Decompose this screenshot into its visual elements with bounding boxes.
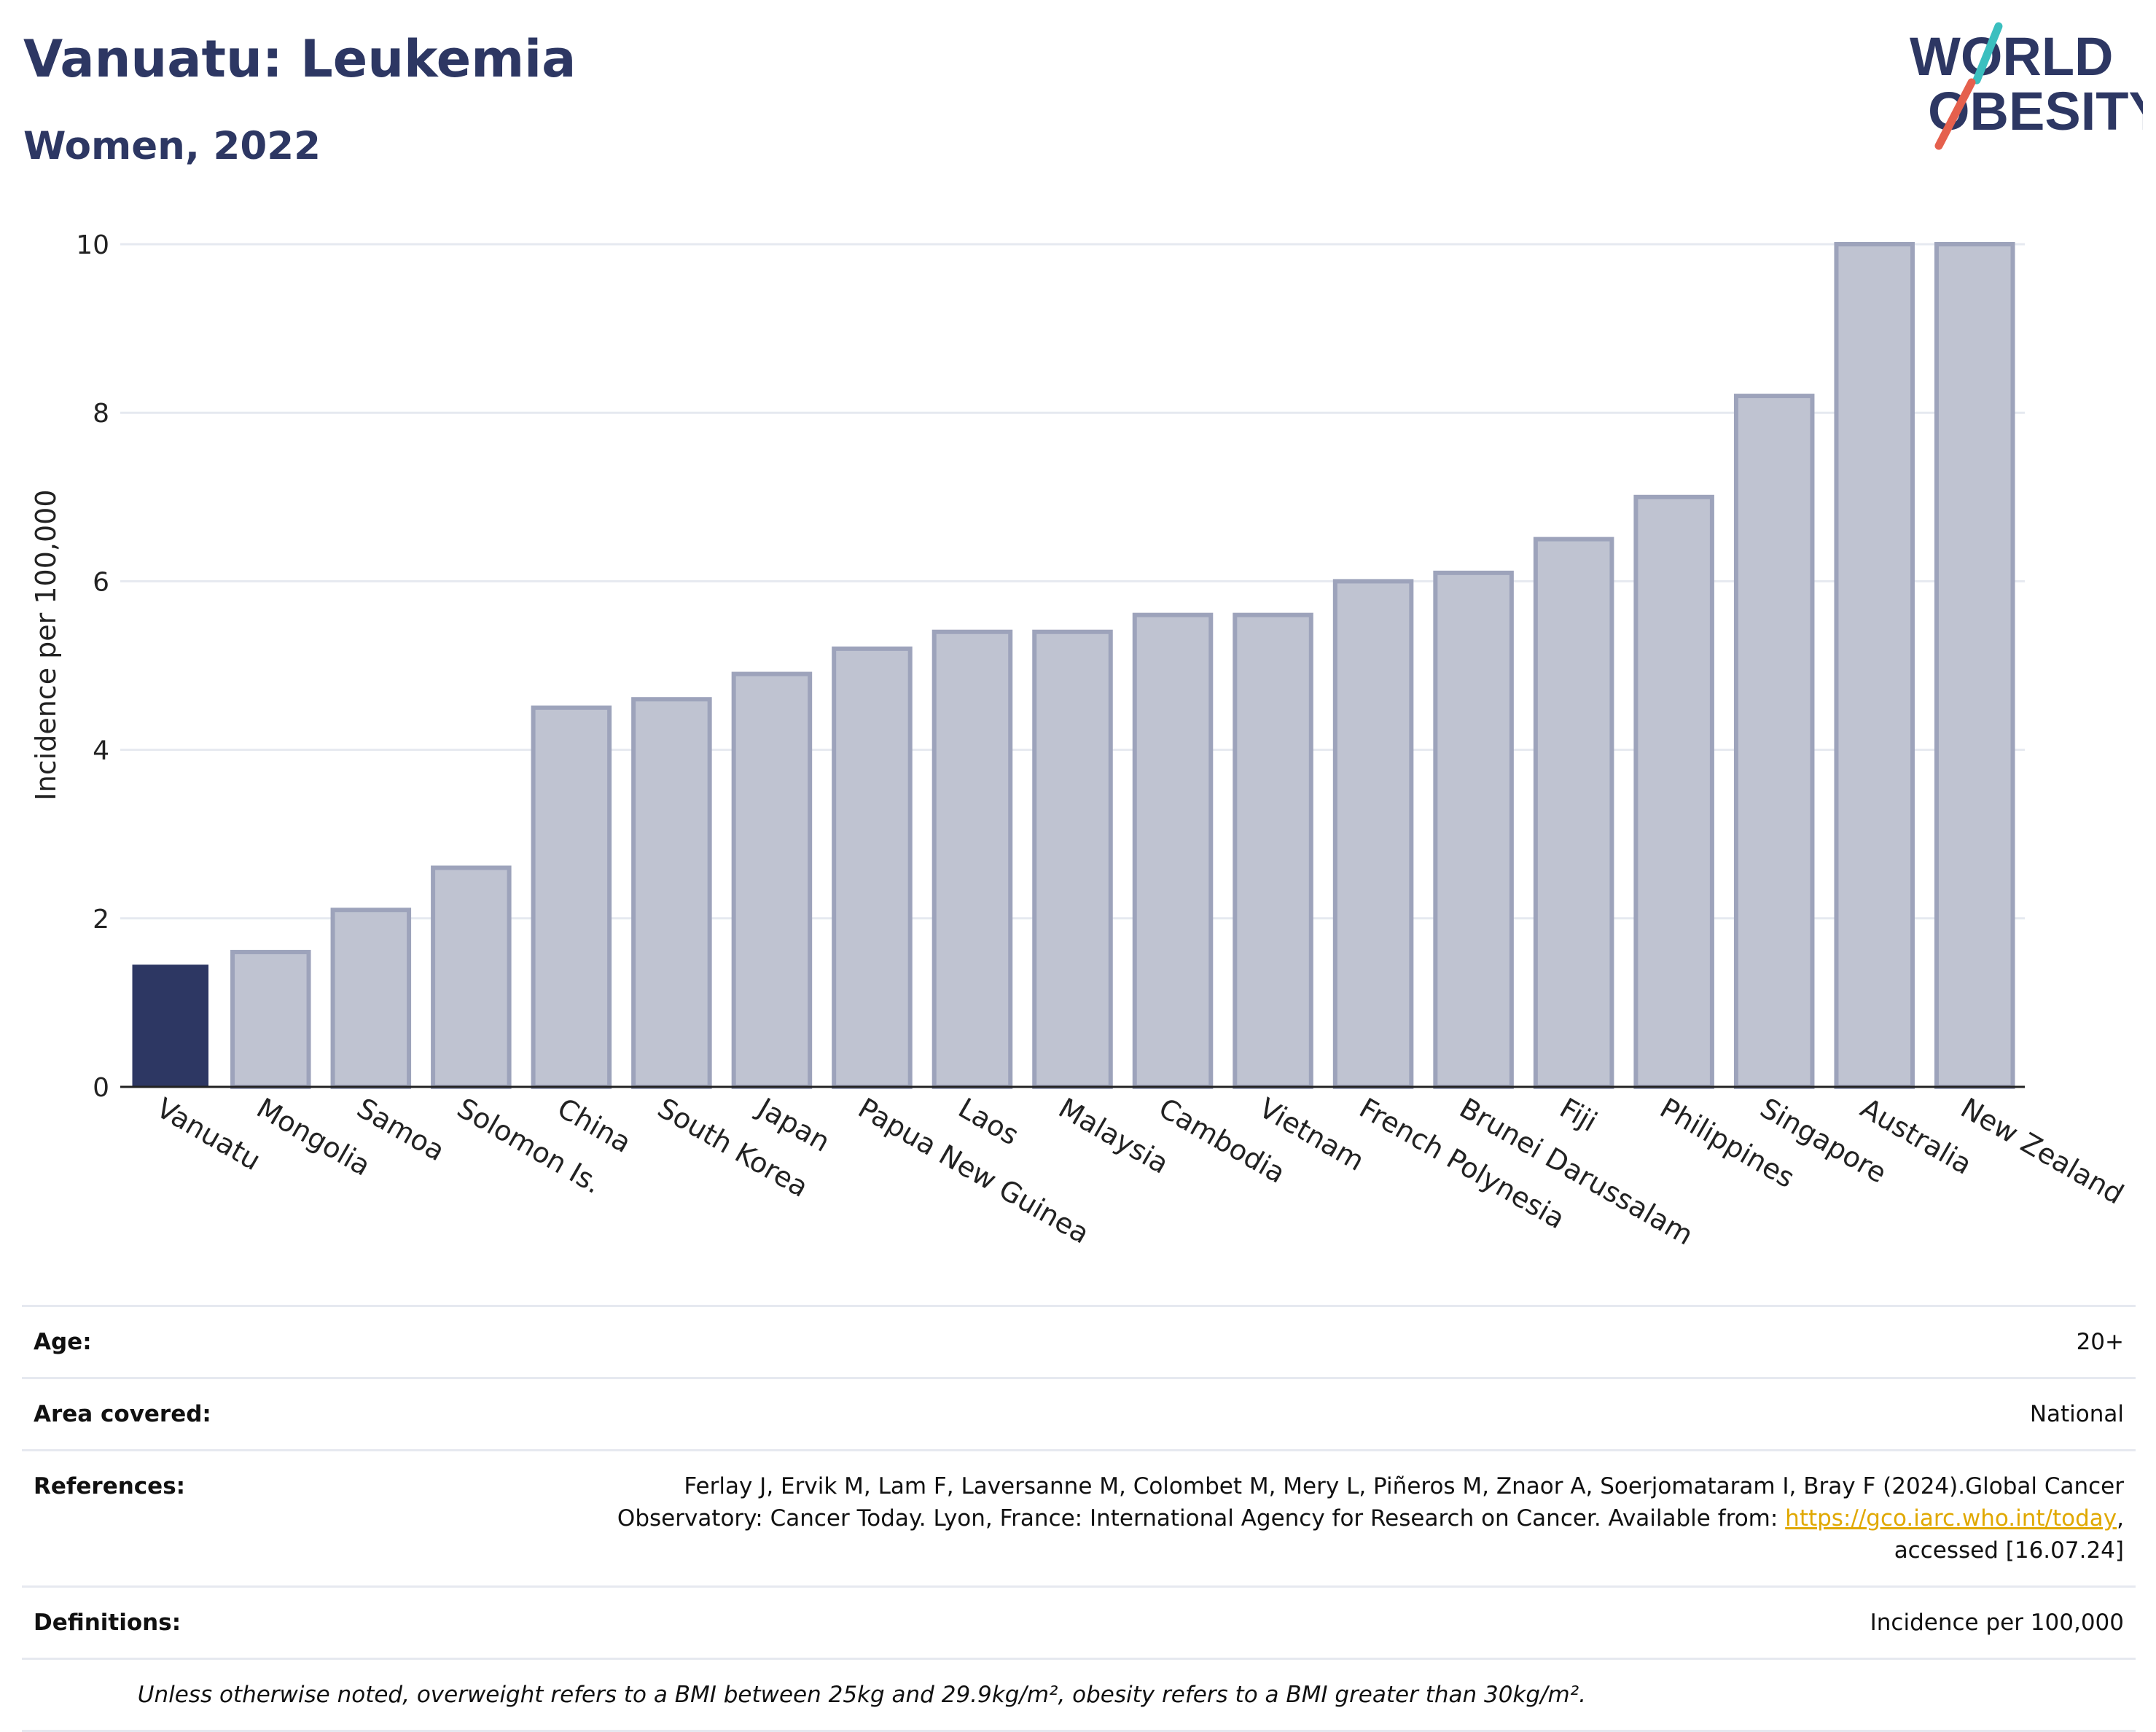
x-tick-label: Vanuatu (151, 1092, 266, 1177)
meta-row-age: Age: 20+ (22, 1305, 2136, 1377)
bar-solomon-is (431, 865, 512, 1089)
x-tick-label: New Zealand (1956, 1092, 2129, 1211)
meta-row-area: Area covered: National (22, 1377, 2136, 1449)
bar-brunei-darussalam (1433, 570, 1514, 1089)
bar-papua-new-guinea (832, 646, 913, 1089)
bar-new-zealand (1934, 242, 2015, 1089)
x-tick-label: Fiji (1555, 1092, 1603, 1138)
bar-french-polynesia (1332, 579, 1414, 1089)
references-label: References: (34, 1473, 186, 1499)
chart-subtitle: Women, 2022 (23, 124, 321, 168)
bar-japan (731, 671, 813, 1089)
x-tick-label: Mongolia (251, 1092, 376, 1182)
bar-mongolia (230, 950, 311, 1090)
definitions-label: Definitions: (34, 1610, 181, 1636)
bar-laos (931, 629, 1013, 1089)
area-label: Area covered: (34, 1401, 211, 1427)
bar-south-korea (631, 697, 712, 1089)
meta-row-definitions: Definitions: Incidence per 100,000 (22, 1585, 2136, 1658)
y-tick-label: 0 (93, 1073, 109, 1103)
x-tick-label: Malaysia (1053, 1092, 1174, 1180)
meta-row-note: Unless otherwise noted, overweight refer… (22, 1658, 2136, 1732)
bar-fiji (1533, 537, 1614, 1089)
bar-philippines (1633, 494, 1714, 1089)
references-link[interactable]: https://gco.iarc.who.int/today (1785, 1505, 2117, 1532)
chart-title: Vanuatu: Leukemia (23, 29, 577, 89)
bar-vietnam (1233, 612, 1313, 1089)
references-accessed: , accessed [16.07.24] (1894, 1505, 2124, 1564)
metadata-table: Age: 20+ Area covered: National Referenc… (22, 1305, 2136, 1732)
age-label: Age: (34, 1329, 92, 1355)
bar-singapore (1733, 394, 1815, 1089)
references-text: Ferlay J, Ervik M, Lam F, Laversanne M, … (617, 1473, 2124, 1532)
bar-malaysia (1032, 629, 1113, 1089)
y-tick-label: 2 (93, 905, 109, 935)
y-tick-label: 10 (76, 230, 109, 260)
definitions-value: Incidence per 100,000 (1870, 1610, 2124, 1636)
age-value: 20+ (2076, 1329, 2124, 1355)
y-tick-label: 8 (93, 399, 109, 429)
area-value: National (2029, 1401, 2124, 1427)
y-tick-labels: 0 2 4 6 8 10 (76, 230, 109, 1103)
bars (132, 242, 2015, 1090)
bmi-note: Unless otherwise noted, overweight refer… (137, 1682, 1586, 1708)
world-obesity-logo: WORLD OBESITY (1910, 22, 2143, 150)
logo-slash-coral (1934, 78, 1976, 150)
logo-word-world: WORLD (1910, 26, 2114, 87)
bar-china (531, 705, 612, 1089)
bar-cambodia (1132, 612, 1214, 1089)
y-tick-label: 6 (93, 567, 109, 597)
meta-row-references: References: Ferlay J, Ervik M, Lam F, La… (22, 1449, 2136, 1585)
bar-samoa (330, 908, 412, 1089)
bar-australia (1834, 242, 1915, 1089)
logo-slash-teal (1972, 22, 2003, 85)
y-tick-label: 4 (93, 736, 109, 766)
references-value: Ferlay J, Ervik M, Lam F, Laversanne M, … (571, 1470, 2124, 1567)
y-axis-title: Incidence per 100,000 (30, 489, 62, 800)
bar-chart: Incidence per 100,000 0 2 4 6 8 10 VanuatuMon… (30, 230, 2129, 1252)
bar-vanuatu (132, 964, 209, 1087)
x-tick-label: Laos (953, 1092, 1024, 1152)
